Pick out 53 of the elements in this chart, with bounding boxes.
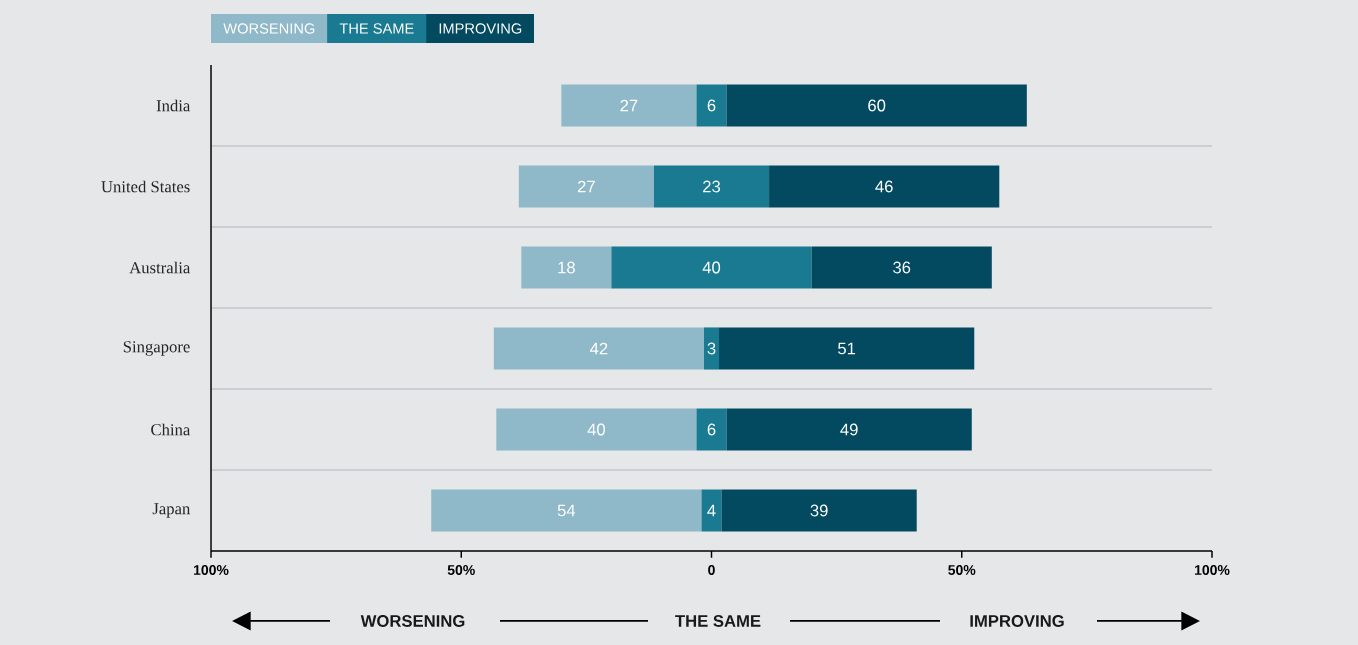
bar — [769, 165, 1000, 208]
bar — [611, 246, 812, 289]
data-label: 39 — [810, 504, 828, 517]
bar — [653, 165, 770, 208]
data-label: 18 — [558, 261, 575, 274]
x-tick-label: 0 — [708, 565, 715, 575]
data-label: 6 — [707, 423, 716, 436]
data-label: 49 — [840, 423, 858, 436]
bar — [496, 408, 697, 451]
data-label: 60 — [868, 99, 886, 112]
y-tick-label: India — [156, 99, 191, 112]
data-label: 23 — [703, 180, 721, 193]
bar — [696, 84, 727, 127]
data-label: 42 — [590, 342, 608, 355]
bar — [701, 489, 722, 532]
y-tick-label: Japan — [152, 503, 191, 518]
bar — [721, 489, 917, 532]
bar — [704, 327, 720, 370]
bar — [719, 327, 975, 370]
bar — [726, 408, 972, 451]
y-tick-label: Singapore — [123, 341, 190, 356]
data-label: 51 — [838, 342, 856, 355]
data-label: 27 — [577, 180, 595, 193]
text: THE SAME — [675, 615, 761, 627]
bar — [696, 408, 727, 451]
text: THE SAME — [339, 23, 414, 34]
data-label: 36 — [893, 261, 911, 274]
bar — [518, 165, 654, 208]
bar — [811, 246, 992, 289]
x-tick-label: 50% — [948, 565, 976, 575]
text: IMPROVING — [439, 23, 522, 34]
data-label: 46 — [875, 180, 893, 193]
data-label: 40 — [702, 261, 721, 274]
y-tick-label: United States — [101, 180, 190, 193]
x-tick-label: 50% — [447, 565, 475, 575]
data-label: 54 — [557, 504, 576, 517]
data-label: 40 — [587, 423, 606, 436]
bar — [493, 327, 704, 370]
data-label: 27 — [620, 99, 638, 112]
bar — [561, 84, 697, 127]
y-tick-label: Australia — [129, 261, 191, 274]
x-tick-label: 100% — [193, 565, 229, 575]
bar — [521, 246, 612, 289]
text: WORSENING — [360, 615, 465, 627]
bar — [726, 84, 1027, 127]
bar — [431, 489, 702, 532]
data-label: 3 — [707, 342, 716, 355]
data-label: 4 — [707, 504, 716, 517]
x-tick-label: 100% — [1194, 565, 1230, 575]
y-tick-label: China — [151, 423, 191, 436]
data-label: 6 — [707, 99, 716, 112]
text: IMPROVING — [970, 615, 1064, 627]
text: WORSENING — [223, 23, 315, 34]
